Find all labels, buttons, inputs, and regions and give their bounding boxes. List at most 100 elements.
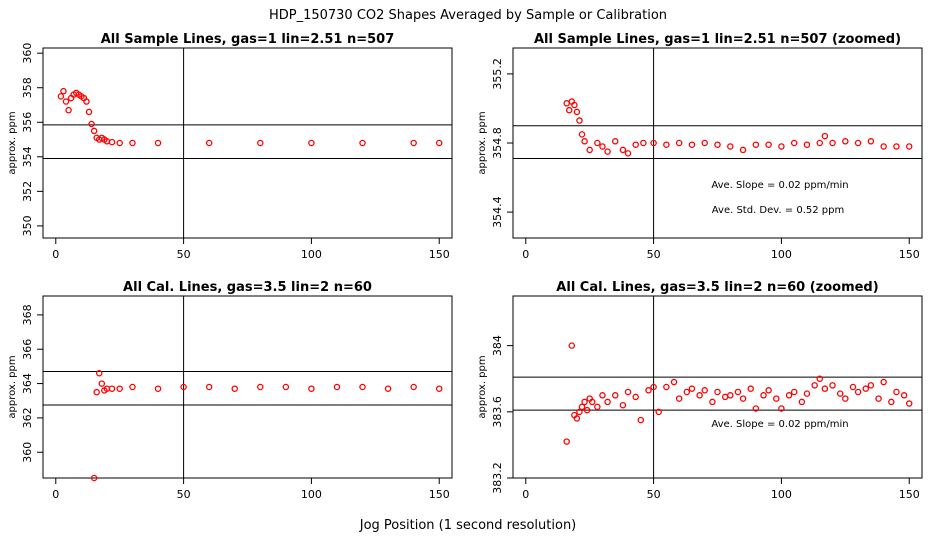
figure-title: HDP_150730 CO2 Shapes Averaged by Sample… (269, 8, 667, 23)
data-point (790, 139, 798, 147)
x-tick-label: 0 (52, 488, 59, 501)
data-point (578, 403, 586, 411)
data-point (650, 139, 657, 147)
data-point (900, 392, 908, 399)
x-tick-label: 50 (177, 488, 191, 501)
annotation-note: Ave. Std. Dev. = 0.52 ppm (712, 205, 844, 216)
y-tick-label: 356 (21, 112, 34, 133)
y-tick-label: 354.4 (491, 196, 504, 228)
data-point (57, 93, 65, 100)
data-point (581, 138, 588, 145)
data-point (701, 387, 708, 394)
data-point (612, 392, 619, 399)
y-tick-label: 354 (21, 146, 34, 167)
data-point (854, 388, 862, 396)
y-axis-label: approx. ppm (7, 355, 18, 418)
x-tick-label: 150 (899, 488, 920, 501)
data-point (816, 139, 824, 147)
y-axis-label: approx. ppm (7, 111, 18, 174)
data-point (867, 382, 875, 389)
data-point (790, 388, 798, 396)
data-point (637, 416, 645, 424)
data-point (93, 388, 100, 396)
x-tick-label: 150 (899, 248, 920, 261)
data-point (599, 143, 606, 150)
data-point (594, 139, 601, 147)
data-point (849, 383, 857, 391)
y-tick-label: 355.2 (491, 58, 504, 90)
data-point (829, 139, 836, 147)
data-point (599, 392, 606, 399)
data-point (709, 398, 716, 406)
data-point (571, 101, 578, 109)
data-point (773, 395, 780, 402)
data-point (282, 383, 290, 391)
data-point (308, 139, 315, 147)
data-point (154, 139, 162, 147)
data-point (663, 383, 670, 391)
y-axis-label: approx. ppm (477, 111, 488, 174)
panel-cal-lines-zoomed: All Cal. Lines, gas=3.5 lin=2 n=60 (zoom… (477, 280, 923, 501)
data-point (632, 141, 639, 148)
x-tick-label: 150 (429, 488, 450, 501)
panel-title: All Cal. Lines, gas=3.5 lin=2 n=60 (zoom… (556, 280, 878, 295)
data-point (670, 378, 678, 386)
data-point (867, 138, 875, 145)
data-point (803, 141, 811, 148)
data-point (734, 388, 742, 396)
data-point (688, 141, 696, 148)
data-point (60, 87, 67, 95)
data-point (785, 392, 793, 399)
data-point (739, 395, 747, 402)
x-tick-label: 50 (177, 248, 191, 261)
data-point (83, 98, 90, 105)
data-point (410, 139, 417, 147)
plot-frame (42, 47, 453, 239)
y-tick-label: 364 (21, 373, 34, 394)
x-tick-label: 0 (522, 488, 529, 501)
data-point (778, 143, 785, 150)
data-point (811, 382, 818, 389)
data-point (714, 388, 721, 396)
data-point (604, 398, 611, 406)
data-point (836, 390, 844, 397)
x-tick-label: 100 (301, 248, 322, 261)
y-tick-label: 360 (21, 43, 34, 64)
data-point (727, 392, 734, 399)
data-point (765, 387, 772, 394)
y-tick-label: 358 (21, 77, 34, 98)
data-point (588, 398, 596, 406)
data-point (888, 398, 895, 406)
data-point (778, 405, 785, 412)
data-point (612, 138, 619, 145)
data-point (576, 408, 583, 416)
data-point (116, 385, 123, 392)
panel-sample-lines: All Sample Lines, gas=1 lin=2.51 n=507 0 5… (7, 32, 453, 261)
panel-title: All Cal. Lines, gas=3.5 lin=2 n=60 (123, 280, 372, 295)
data-point (384, 385, 392, 392)
data-point (586, 146, 593, 154)
data-point (632, 393, 639, 401)
data-point (760, 392, 767, 399)
data-point (663, 141, 670, 148)
data-point (747, 385, 754, 392)
data-point (714, 141, 721, 148)
data-point (90, 474, 98, 482)
y-tick-label: 383.2 (491, 462, 504, 494)
data-point (257, 383, 264, 391)
panel-title: All Sample Lines, gas=1 lin=2.51 n=507 (101, 32, 395, 47)
data-point (435, 385, 443, 392)
plot-frame (42, 295, 453, 479)
data-point (721, 393, 729, 401)
y-tick-label: 368 (21, 304, 34, 325)
data-point (573, 108, 581, 116)
y-tick-label: 362 (21, 407, 34, 428)
data-point (359, 383, 366, 391)
data-point (88, 120, 95, 128)
data-point (108, 385, 116, 392)
data-point (604, 148, 611, 155)
data-point (798, 398, 806, 406)
data-point (842, 395, 849, 402)
data-point (563, 438, 570, 445)
